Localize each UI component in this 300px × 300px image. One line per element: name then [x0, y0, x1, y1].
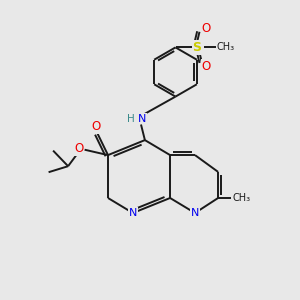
Text: O: O: [92, 120, 100, 134]
Text: O: O: [74, 142, 83, 155]
Text: O: O: [202, 22, 211, 35]
Text: N: N: [138, 113, 147, 124]
Text: CH₃: CH₃: [232, 193, 250, 203]
Text: N: N: [129, 208, 137, 218]
Text: S: S: [193, 41, 202, 54]
Text: N: N: [191, 208, 199, 218]
Text: H: H: [127, 113, 134, 124]
Text: CH₃: CH₃: [216, 42, 234, 52]
Text: O: O: [202, 60, 211, 73]
